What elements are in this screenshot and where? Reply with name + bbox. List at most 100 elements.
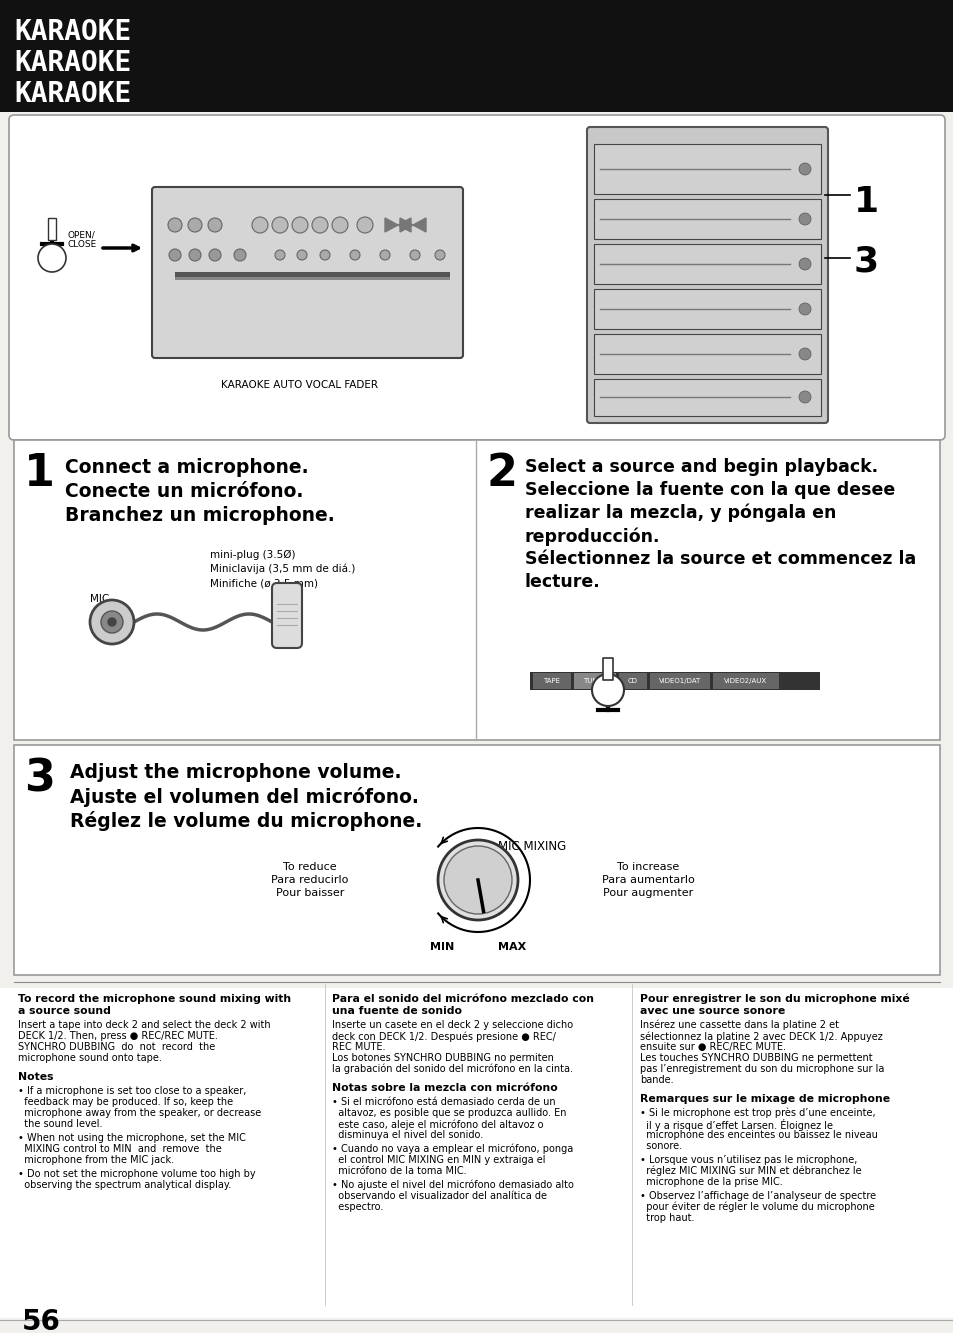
- Text: deck con DECK 1/2. Después presione ● REC/: deck con DECK 1/2. Después presione ● RE…: [332, 1030, 556, 1041]
- FancyBboxPatch shape: [14, 745, 939, 974]
- Text: Branchez un microphone.: Branchez un microphone.: [65, 507, 335, 525]
- Bar: [533, 673, 571, 689]
- Text: 2: 2: [486, 452, 517, 495]
- Text: VIDEO2/AUX: VIDEO2/AUX: [723, 678, 767, 684]
- Circle shape: [356, 217, 373, 233]
- Bar: [530, 672, 820, 690]
- Text: DECK 1/2. Then, press ● REC/REC MUTE.: DECK 1/2. Then, press ● REC/REC MUTE.: [18, 1030, 217, 1041]
- Text: 3: 3: [24, 758, 55, 801]
- Text: 3: 3: [853, 245, 879, 279]
- Text: 56: 56: [22, 1308, 61, 1333]
- Circle shape: [252, 217, 268, 233]
- Circle shape: [189, 249, 201, 261]
- Text: • Observez l’affichage de l’analyseur de spectre: • Observez l’affichage de l’analyseur de…: [639, 1190, 875, 1201]
- Text: reproducción.: reproducción.: [524, 527, 659, 545]
- Bar: [0, 988, 953, 1318]
- Text: Pour augmenter: Pour augmenter: [602, 888, 693, 898]
- FancyBboxPatch shape: [14, 440, 939, 740]
- Text: Para aumentarlo: Para aumentarlo: [601, 874, 694, 885]
- Text: Pour enregistrer le son du microphone mixé: Pour enregistrer le son du microphone mi…: [639, 994, 909, 1005]
- Circle shape: [799, 163, 810, 175]
- Text: feedback may be produced. If so, keep the: feedback may be produced. If so, keep th…: [18, 1097, 233, 1106]
- Circle shape: [90, 600, 133, 644]
- Text: Connect a microphone.: Connect a microphone.: [65, 459, 309, 477]
- Text: lecture.: lecture.: [524, 573, 600, 591]
- Text: REC MUTE.: REC MUTE.: [332, 1042, 385, 1052]
- Text: il y a risque d’effet Larsen. Éloignez le: il y a risque d’effet Larsen. Éloignez l…: [639, 1118, 832, 1130]
- Circle shape: [38, 244, 66, 272]
- Circle shape: [332, 217, 348, 233]
- Circle shape: [312, 217, 328, 233]
- Text: Notas sobre la mezcla con micrófono: Notas sobre la mezcla con micrófono: [332, 1082, 558, 1093]
- Text: Conecte un micrófono.: Conecte un micrófono.: [65, 483, 303, 501]
- Circle shape: [799, 303, 810, 315]
- Text: Los botones SYNCHRO DUBBING no permiten: Los botones SYNCHRO DUBBING no permiten: [332, 1053, 554, 1062]
- Text: SYNCHRO DUBBING  do  not  record  the: SYNCHRO DUBBING do not record the: [18, 1042, 215, 1052]
- Circle shape: [350, 251, 359, 260]
- Circle shape: [437, 840, 517, 920]
- Text: Pour baisser: Pour baisser: [275, 888, 344, 898]
- Bar: [48, 219, 56, 240]
- Text: • If a microphone is set too close to a speaker,: • If a microphone is set too close to a …: [18, 1086, 246, 1096]
- Text: • Si le microphone est trop près d’une enceinte,: • Si le microphone est trop près d’une e…: [639, 1108, 875, 1118]
- Text: Miniclavija (3,5 mm de diá.): Miniclavija (3,5 mm de diá.): [210, 564, 355, 575]
- Text: bande.: bande.: [639, 1074, 673, 1085]
- Text: sélectionnez la platine 2 avec DECK 1/2. Appuyez: sélectionnez la platine 2 avec DECK 1/2.…: [639, 1030, 882, 1041]
- Text: • Do not set the microphone volume too high by: • Do not set the microphone volume too h…: [18, 1169, 255, 1178]
- Circle shape: [188, 219, 202, 232]
- Circle shape: [168, 219, 182, 232]
- Text: MAX: MAX: [497, 942, 526, 952]
- Polygon shape: [385, 219, 397, 232]
- Circle shape: [799, 213, 810, 225]
- Text: avec une source sonore: avec une source sonore: [639, 1006, 784, 1016]
- Text: Ajuste el volumen del micrófono.: Ajuste el volumen del micrófono.: [70, 786, 418, 806]
- Text: pas l’enregistrement du son du microphone sur la: pas l’enregistrement du son du microphon…: [639, 1064, 883, 1074]
- Bar: [0, 0, 953, 112]
- Text: Les touches SYNCHRO DUBBING ne permettent: Les touches SYNCHRO DUBBING ne permetten…: [639, 1053, 872, 1062]
- Bar: [618, 673, 646, 689]
- Text: sonore.: sonore.: [639, 1141, 681, 1150]
- Text: CLOSE: CLOSE: [68, 240, 97, 249]
- Circle shape: [799, 259, 810, 271]
- FancyBboxPatch shape: [152, 187, 462, 359]
- Text: realizar la mezcla, y póngala en: realizar la mezcla, y póngala en: [524, 504, 836, 523]
- Text: MIC MIXING: MIC MIXING: [497, 840, 566, 853]
- Circle shape: [272, 217, 288, 233]
- Circle shape: [799, 348, 810, 360]
- Text: • Lorsque vous n’utilisez pas le microphone,: • Lorsque vous n’utilisez pas le microph…: [639, 1154, 857, 1165]
- Circle shape: [435, 251, 444, 260]
- Circle shape: [208, 219, 222, 232]
- Text: Adjust the microphone volume.: Adjust the microphone volume.: [70, 762, 401, 782]
- Text: VIDEO1/DAT: VIDEO1/DAT: [659, 678, 700, 684]
- Text: OPEN/: OPEN/: [68, 231, 95, 239]
- Text: KARAOKE: KARAOKE: [14, 80, 132, 108]
- Circle shape: [592, 674, 623, 706]
- Text: Para el sonido del micrófono mezclado con: Para el sonido del micrófono mezclado co…: [332, 994, 594, 1004]
- Text: TUNER: TUNER: [582, 678, 606, 684]
- Text: TAPE: TAPE: [543, 678, 560, 684]
- Text: Seleccione la fuente con la que desee: Seleccione la fuente con la que desee: [524, 481, 894, 499]
- Text: Inserte un casete en el deck 2 y seleccione dicho: Inserte un casete en el deck 2 y selecci…: [332, 1020, 573, 1030]
- Text: micrófono de la toma MIC.: micrófono de la toma MIC.: [332, 1166, 466, 1176]
- Polygon shape: [413, 219, 426, 232]
- Text: Remarques sur le mixage de microphone: Remarques sur le mixage de microphone: [639, 1094, 889, 1104]
- Text: la grabación del sonido del micrófono en la cinta.: la grabación del sonido del micrófono en…: [332, 1064, 573, 1074]
- Text: trop haut.: trop haut.: [639, 1213, 694, 1222]
- Bar: [174, 277, 450, 280]
- FancyBboxPatch shape: [586, 127, 827, 423]
- Text: 1: 1: [853, 185, 879, 219]
- Text: una fuente de sonido: una fuente de sonido: [332, 1006, 461, 1016]
- FancyBboxPatch shape: [594, 244, 821, 284]
- Circle shape: [108, 619, 116, 627]
- Bar: [602, 659, 613, 680]
- Circle shape: [169, 249, 181, 261]
- Text: • No ajuste el nivel del micrófono demasiado alto: • No ajuste el nivel del micrófono demas…: [332, 1180, 574, 1190]
- FancyBboxPatch shape: [272, 583, 302, 648]
- Text: observando el visualizador del analítica de: observando el visualizador del analítica…: [332, 1190, 546, 1201]
- Text: microphone sound onto tape.: microphone sound onto tape.: [18, 1053, 162, 1062]
- Text: To increase: To increase: [617, 862, 679, 872]
- Text: 1: 1: [24, 452, 55, 495]
- Text: Para reducirlo: Para reducirlo: [271, 874, 349, 885]
- Text: a source sound: a source sound: [18, 1006, 111, 1016]
- Text: Sélectionnez la source et commencez la: Sélectionnez la source et commencez la: [524, 551, 915, 568]
